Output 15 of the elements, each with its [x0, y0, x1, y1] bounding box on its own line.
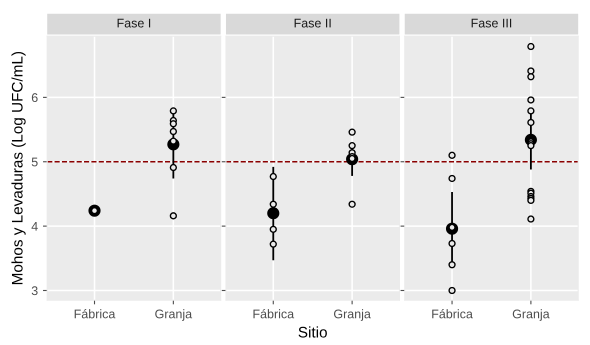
y-tick-label: 4: [32, 222, 38, 231]
x-tick-label: Fábrica: [253, 309, 294, 318]
chart-title: Fase II: [294, 18, 331, 28]
y-tick-label: 3: [32, 286, 38, 296]
x-tick-label: Granja: [334, 309, 371, 321]
y-axis-title: Mohos y Levaduras (Log UFC/mL): [11, 52, 26, 284]
x-tick-label: Granja: [155, 309, 192, 321]
chart-title: Fase III: [472, 18, 512, 28]
y-tick-label: 6: [32, 93, 38, 102]
x-tick-label: Fábrica: [74, 309, 116, 318]
x-tick-label: Fábrica: [432, 309, 473, 318]
x-axis-title: Sitio: [298, 326, 327, 338]
x-tick-label: Granja: [512, 309, 550, 321]
y-tick-label: 5: [32, 158, 38, 166]
chart-title: Fase I: [118, 18, 150, 28]
